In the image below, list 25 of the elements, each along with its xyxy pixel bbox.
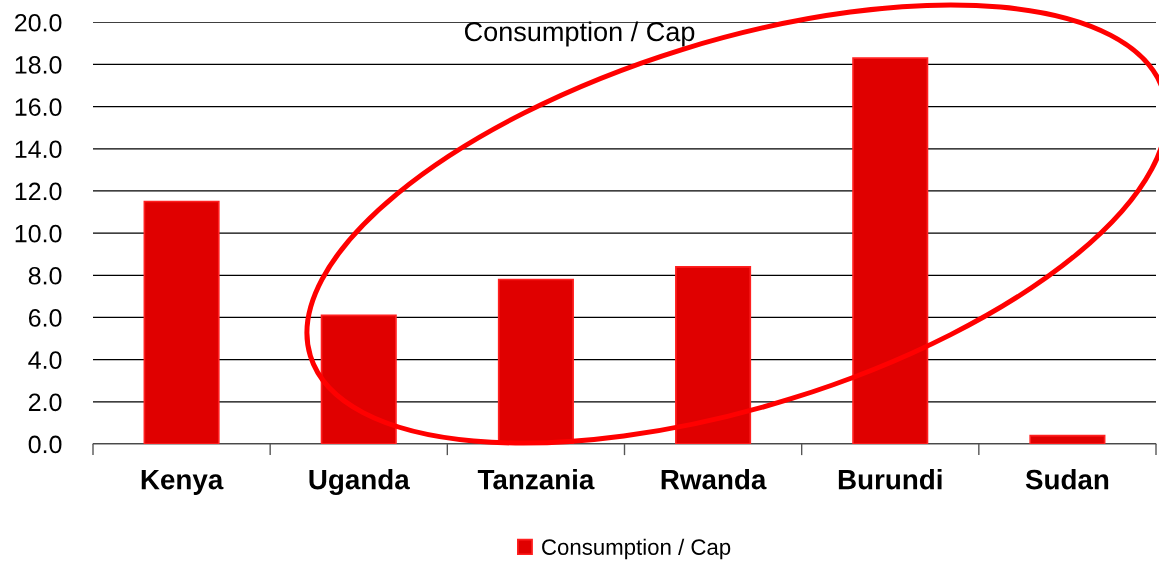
y-tick-label: 12.0 [15,182,62,201]
bar [143,200,220,444]
y-tick-label: 0.0 [28,435,62,454]
y-tick-label: 16.0 [15,98,62,116]
bar [497,278,574,444]
legend-label: Consumption / Cap [542,538,731,560]
x-tick-label: Burundi [838,469,942,490]
x-tick-label: Kenya [141,470,224,495]
x-tick-label: Uganda [309,469,410,496]
x-tick-label: Tanzania [477,469,595,490]
chart-title: Consumption / Cap [464,21,695,47]
y-tick-label: 18.0 [15,56,62,74]
bar [852,57,929,444]
y-tick-label: 6.0 [28,309,62,327]
x-tick-label: Rwanda [661,469,767,490]
y-tick-label: 8.0 [28,266,62,285]
y-tick-label: 10.0 [15,224,62,243]
y-tick-label: 4.0 [28,351,62,369]
y-tick-label: 2.0 [28,393,62,412]
bar [320,314,397,444]
bar [1029,434,1106,444]
bar [675,266,752,444]
y-tick-label: 14.0 [15,140,62,159]
y-tick-label: 20.0 [15,13,62,32]
x-tick-label: Sudan [1025,469,1109,490]
